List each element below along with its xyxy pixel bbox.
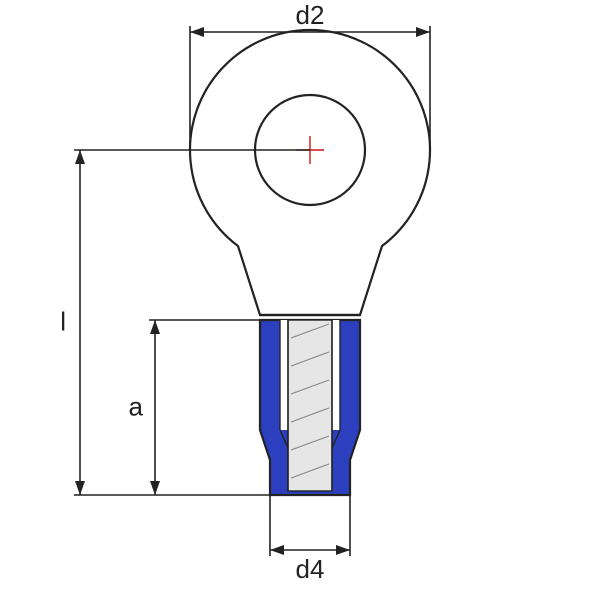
label-d4: d4 (296, 554, 325, 584)
label-d2: d2 (296, 0, 325, 30)
label-l: l (60, 307, 66, 337)
ring-terminal-diagram: d2 l a d4 (0, 0, 600, 600)
label-a: a (129, 392, 144, 422)
